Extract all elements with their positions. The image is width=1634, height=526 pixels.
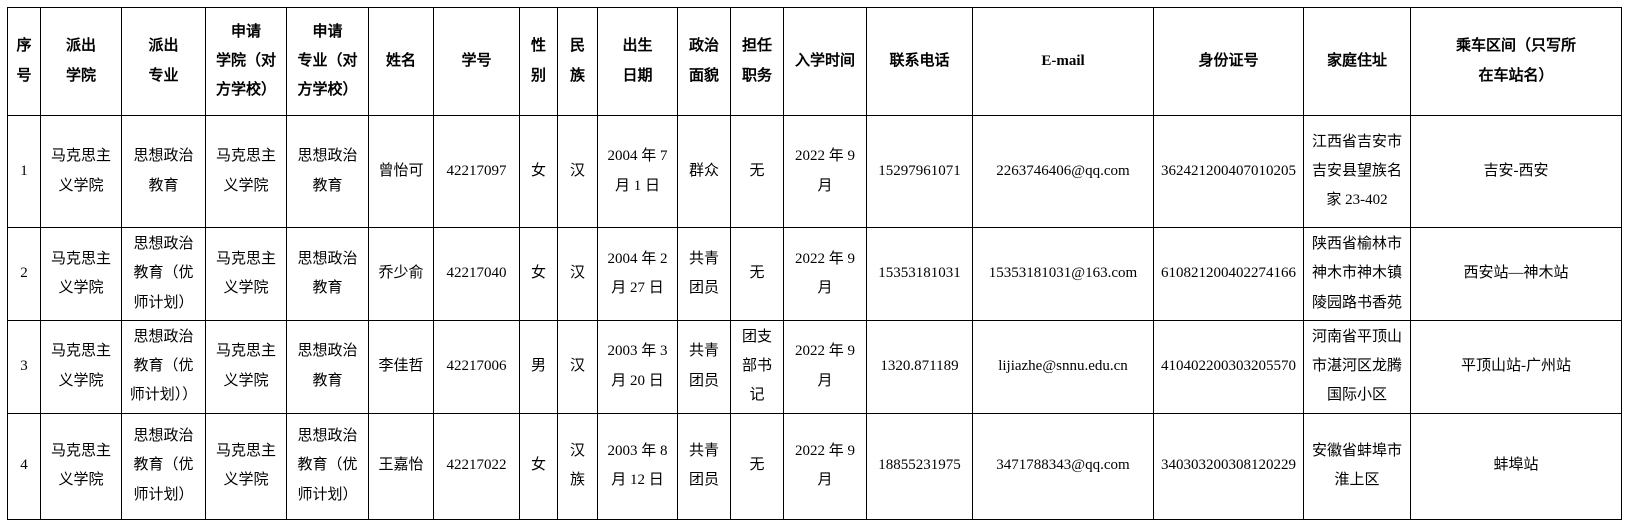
column-header-applied-college: 申请 学院（对 方学校）: [205, 7, 287, 116]
table-row: 3 马克思主义学院 思想政治教育（优师计划）） 马克思主义学院 思想政治教育 李佳哲 422…: [7, 319, 1622, 414]
table-cell: 群众: [677, 115, 731, 228]
column-header-ethnicity: 民 族: [557, 7, 598, 116]
table-cell: 乔少俞: [368, 227, 434, 321]
table-cell: 共青团员: [677, 227, 731, 321]
column-header-sending-major: 派出 专业: [121, 7, 206, 116]
column-header-phone: 联系电话: [866, 7, 973, 116]
table-row: 4 马克思主义学院 思想政治教育（优师计划） 马克思主义学院 思想政治教育（优师计划）王…: [7, 412, 1622, 520]
table-cell: 汉: [557, 319, 598, 414]
table-cell: 2263746406@qq.com: [972, 115, 1154, 228]
table-cell: 女: [519, 115, 558, 228]
table-cell: 610821200402274166: [1153, 227, 1304, 321]
table-cell: 马克思主义学院: [40, 412, 122, 520]
table-cell: 无: [730, 115, 784, 228]
table-cell: 思想政治教育（优师计划）: [286, 412, 369, 520]
table-cell: 思想政治教育: [121, 115, 206, 228]
column-header-position: 担任 职务: [730, 7, 784, 116]
table-cell: 马克思主义学院: [205, 319, 287, 414]
column-header-student-id: 学号: [433, 7, 520, 116]
table-cell: 2003 年 8 月 12 日: [597, 412, 678, 520]
table-cell: 曾怡可: [368, 115, 434, 228]
table-cell: 马克思主义学院: [205, 115, 287, 228]
table-cell: 河南省平顶山市湛河区龙腾国际小区: [1303, 319, 1411, 414]
table-cell: 吉安-西安: [1410, 115, 1622, 228]
table-cell: 安徽省蚌埠市淮上区: [1303, 412, 1411, 520]
table-cell: 42217040: [433, 227, 520, 321]
column-header-name: 姓名: [368, 7, 434, 116]
table-cell: 王嘉怡: [368, 412, 434, 520]
table-cell: 思想政治教育（优师计划）: [121, 412, 206, 520]
table-cell: 马克思主义学院: [40, 227, 122, 321]
table-cell: 共青团员: [677, 319, 731, 414]
column-header-serial: 序 号: [7, 7, 41, 116]
table-cell: 2: [7, 227, 41, 321]
column-header-home-address: 家庭住址: [1303, 7, 1411, 116]
table-cell: 15353181031: [866, 227, 973, 321]
table-cell: 李佳哲: [368, 319, 434, 414]
table-cell: 42217006: [433, 319, 520, 414]
table-cell: 马克思主义学院: [40, 319, 122, 414]
table-cell: 362421200407010205: [1153, 115, 1304, 228]
table-cell: 陕西省榆林市神木市神木镇陵园路书香苑: [1303, 227, 1411, 321]
table-cell: 思想政治教育: [286, 319, 369, 414]
table-cell: 蚌埠站: [1410, 412, 1622, 520]
column-header-birth-date: 出生 日期: [597, 7, 678, 116]
column-header-id-number: 身份证号: [1153, 7, 1304, 116]
header-row: 序 号 派出 学院 派出 专业 申请 学院（对 方学校） 申请 专业（对 方学校…: [7, 7, 1622, 116]
table-cell: 42217097: [433, 115, 520, 228]
table-cell: 2022 年 9 月: [783, 227, 867, 321]
table-cell: 3: [7, 319, 41, 414]
table-cell: 女: [519, 227, 558, 321]
table-cell: 1320.871189: [866, 319, 973, 414]
column-header-gender: 性 别: [519, 7, 558, 116]
table-cell: 西安站—神木站: [1410, 227, 1622, 321]
table-cell: 2003 年 3 月 20 日: [597, 319, 678, 414]
column-header-email: E-mail: [972, 7, 1154, 116]
table-cell: lijiazhe@snnu.edu.cn: [972, 319, 1154, 414]
table-cell: 思想政治教育: [286, 115, 369, 228]
table-cell: 18855231975: [866, 412, 973, 520]
table-cell: 410402200303205570: [1153, 319, 1304, 414]
table-cell: 思想政治教育（优师计划））: [121, 319, 206, 414]
column-header-sending-college: 派出 学院: [40, 7, 122, 116]
table-cell: 4: [7, 412, 41, 520]
table-cell: 汉: [557, 227, 598, 321]
table-cell: 3471788343@qq.com: [972, 412, 1154, 520]
table-cell: 1: [7, 115, 41, 228]
table-cell: 2004 年 7 月 1 日: [597, 115, 678, 228]
table-cell: 团支部书记: [730, 319, 784, 414]
column-header-ride-interval: 乘车区间（只写所 在车站名）: [1410, 7, 1622, 116]
table-cell: 2022 年 9 月: [783, 412, 867, 520]
table-cell: 15297961071: [866, 115, 973, 228]
table-cell: 女: [519, 412, 558, 520]
table-cell: 平顶山站-广州站: [1410, 319, 1622, 414]
table-cell: 思想政治教育（优师计划）: [121, 227, 206, 321]
column-header-applied-major: 申请 专业（对 方学校）: [286, 7, 369, 116]
column-header-enrollment-time: 入学时间: [783, 7, 867, 116]
table-cell: 马克思主义学院: [205, 227, 287, 321]
table-cell: 汉族: [557, 412, 598, 520]
table-cell: 2022 年 9 月: [783, 115, 867, 228]
table-cell: 共青团员: [677, 412, 731, 520]
table-cell: 15353181031@163.com: [972, 227, 1154, 321]
table-body: 1 马克思主义学院 思想政治教育 马克思主义学院 思想政治教育 曾怡可 42217097 女汉…: [7, 115, 1622, 520]
table-cell: 思想政治教育: [286, 227, 369, 321]
table-cell: 2004 年 2 月 27 日: [597, 227, 678, 321]
table-cell: 汉: [557, 115, 598, 228]
table-cell: 男: [519, 319, 558, 414]
table-cell: 无: [730, 227, 784, 321]
table-cell: 马克思主义学院: [40, 115, 122, 228]
table-cell: 无: [730, 412, 784, 520]
column-header-political-status: 政治 面貌: [677, 7, 731, 116]
table-row: 2 马克思主义学院 思想政治教育（优师计划） 马克思主义学院 思想政治教育 乔少俞 4221…: [7, 227, 1622, 321]
table-cell: 340303200308120229: [1153, 412, 1304, 520]
table-cell: 江西省吉安市吉安县望族名家 23-402: [1303, 115, 1411, 228]
table-cell: 2022 年 9 月: [783, 319, 867, 414]
student-info-table: 序 号 派出 学院 派出 专业 申请 学院（对 方学校） 申请 专业（对 方学校…: [7, 7, 1622, 520]
table-cell: 42217022: [433, 412, 520, 520]
table-row: 1 马克思主义学院 思想政治教育 马克思主义学院 思想政治教育 曾怡可 42217097 女汉…: [7, 115, 1622, 228]
table-cell: 马克思主义学院: [205, 412, 287, 520]
